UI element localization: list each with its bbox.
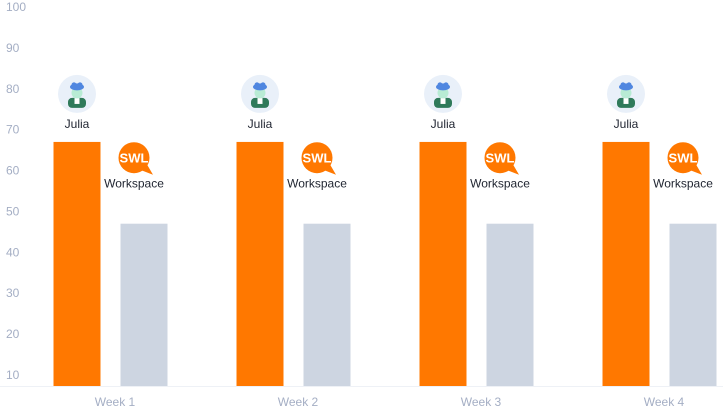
avatar-icon — [607, 74, 645, 113]
x-tick-label: Week 3 — [461, 395, 502, 409]
bar-julia[interactable] — [53, 141, 101, 386]
bar-label-workspace: Workspace — [287, 177, 347, 191]
bar-workspace[interactable] — [669, 223, 717, 386]
swl-logo-text: SWL — [669, 151, 698, 166]
y-axis: 10 20 30 40 50 60 70 80 90 100 — [6, 0, 26, 382]
bar-label-julia: Julia — [614, 117, 639, 131]
y-tick-label: 50 — [6, 204, 20, 218]
bar-julia[interactable] — [602, 141, 650, 386]
bars — [53, 141, 717, 386]
bar-julia[interactable] — [236, 141, 284, 386]
y-tick-label: 70 — [6, 123, 20, 137]
y-tick-label: 20 — [6, 327, 20, 341]
y-tick-label: 60 — [6, 164, 20, 178]
swl-logo-icon: SWL — [118, 142, 153, 175]
x-tick-label: Week 1 — [95, 395, 136, 409]
bar-julia[interactable] — [419, 141, 467, 386]
x-tick-label: Week 4 — [644, 395, 685, 409]
bar-label-julia: Julia — [65, 117, 90, 131]
bar-label-julia: Julia — [248, 117, 273, 131]
x-axis: Week 1 Week 2 Week 3 Week 4 — [95, 395, 685, 409]
swl-logo-icon: SWL — [667, 142, 702, 175]
swl-logo-icon: SWL — [301, 142, 336, 175]
bar-workspace[interactable] — [120, 223, 168, 386]
avatar-icon — [241, 74, 279, 113]
bar-workspace[interactable] — [303, 223, 351, 386]
avatar-icon — [58, 74, 96, 113]
swl-logo-text: SWL — [120, 151, 149, 166]
swl-logo-text: SWL — [486, 151, 515, 166]
bar-label-workspace: Workspace — [470, 177, 530, 191]
y-tick-label: 10 — [6, 368, 20, 382]
swl-logo-icon: SWL — [484, 142, 519, 175]
bar-label-julia: Julia — [431, 117, 456, 131]
bar-label-workspace: Workspace — [104, 177, 164, 191]
bar-labels: Julia SWL Workspace Julia SWL Workspace Julia S… — [58, 74, 713, 191]
y-tick-label: 40 — [6, 245, 20, 259]
bar-label-workspace: Workspace — [653, 177, 713, 191]
avatar-icon — [424, 74, 462, 113]
y-tick-label: 80 — [6, 82, 20, 96]
swl-logo-text: SWL — [303, 151, 332, 166]
y-tick-label: 30 — [6, 286, 20, 300]
bar-workspace[interactable] — [486, 223, 534, 386]
y-tick-label: 90 — [6, 41, 20, 55]
y-tick-label: 100 — [6, 0, 26, 14]
x-tick-label: Week 2 — [278, 395, 319, 409]
